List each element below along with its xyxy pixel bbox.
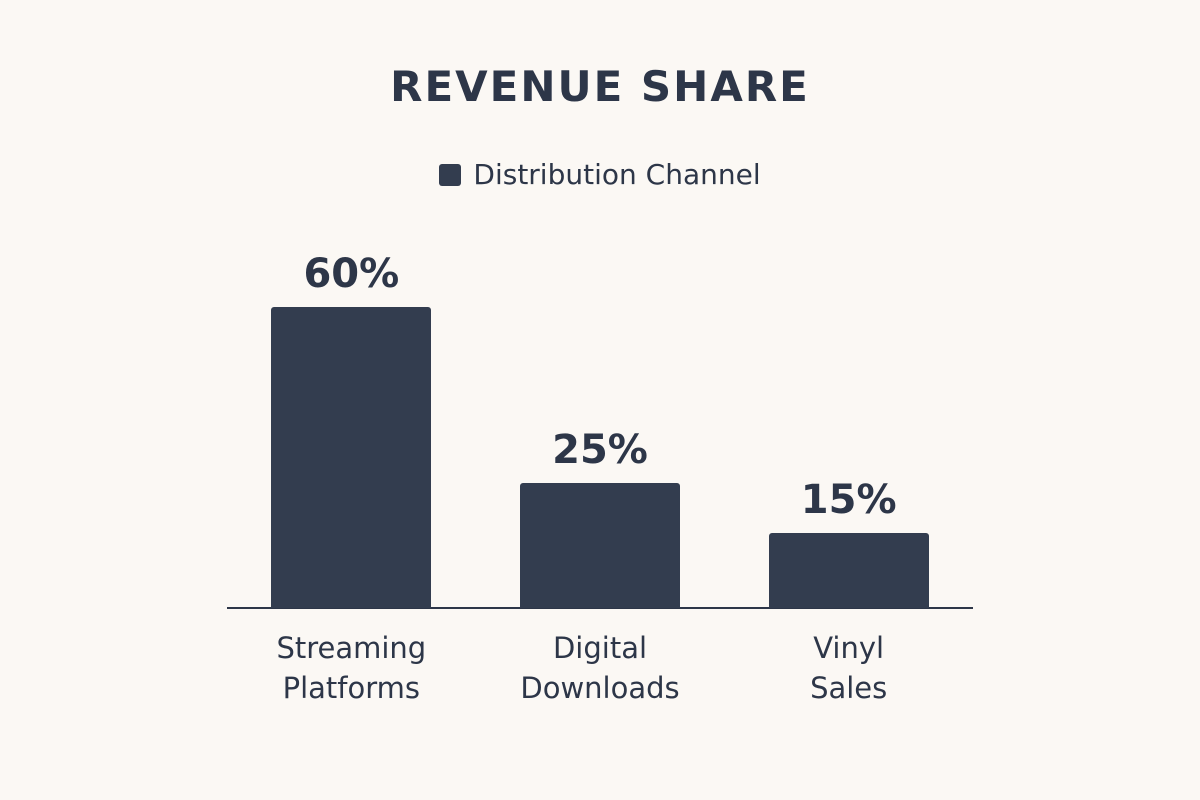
value-label: 25% [552, 426, 648, 473]
bar [768, 532, 929, 608]
legend: Distribution Channel [0, 158, 1200, 191]
value-label: 60% [303, 250, 400, 297]
legend-swatch [439, 163, 462, 186]
x-axis-line [227, 607, 973, 609]
chart-title: REVENUE SHARE [390, 62, 810, 111]
bar [271, 306, 432, 608]
x-tick-label: Vinyl Sales [810, 631, 888, 705]
bar [520, 482, 680, 608]
value-label: 15% [800, 476, 897, 523]
x-tick-label: Digital Downloads [520, 631, 680, 705]
x-tick-label: Streaming Platforms [276, 631, 427, 705]
legend-label: Distribution Channel [473, 158, 761, 191]
